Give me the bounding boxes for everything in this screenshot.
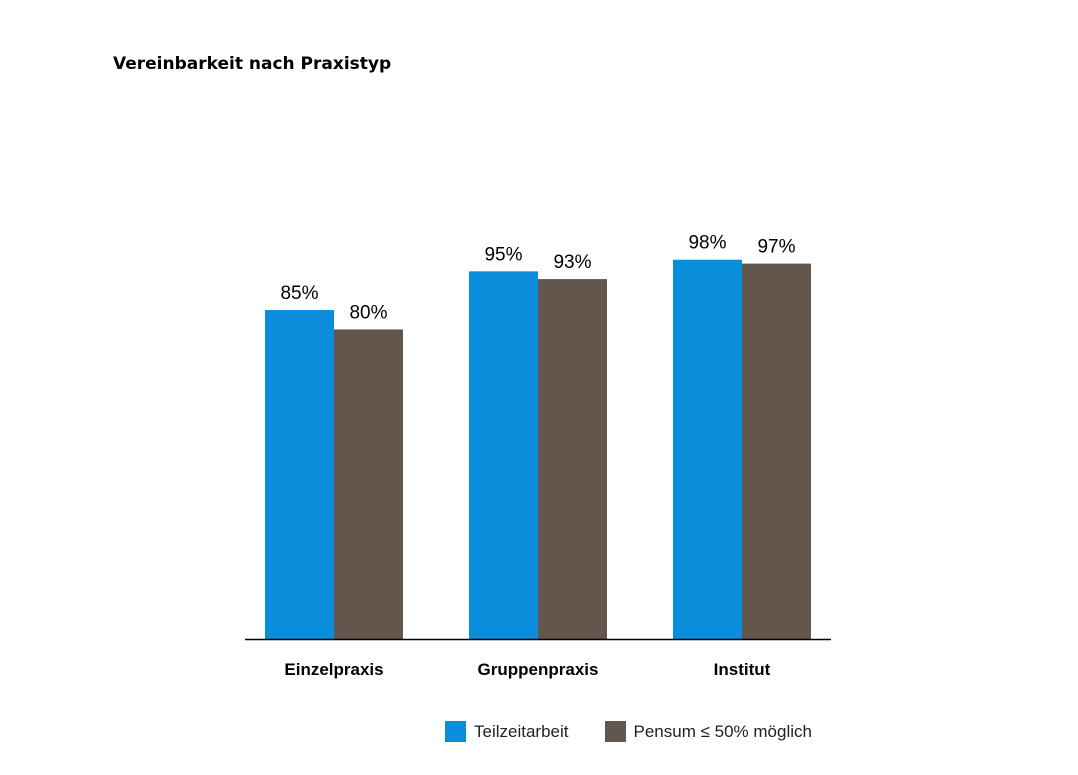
value-label-einzelpraxis-series-0: 85% <box>280 283 318 304</box>
legend-swatch-pensum <box>604 721 626 742</box>
legend-item-pensum: Pensum ≤ 50% möglich <box>604 721 812 742</box>
chart-title: Vereinbarkeit nach Praxistyp <box>113 54 392 74</box>
bar-institut-series-1 <box>742 263 811 639</box>
legend: Teilzeitarbeit Pensum ≤ 50% möglich <box>445 721 848 742</box>
category-label-gruppenpraxis: Gruppenpraxis <box>478 660 599 679</box>
bars-layer <box>265 259 811 639</box>
bar-einzelpraxis-series-0 <box>265 310 334 639</box>
value-label-einzelpraxis-series-1: 80% <box>349 302 387 323</box>
value-label-institut-series-1: 97% <box>757 237 795 258</box>
category-label-institut: Institut <box>714 660 771 679</box>
bar-einzelpraxis-series-1 <box>334 329 403 639</box>
value-labels-layer: 85% 80% 95% 93% 98% 97% <box>280 233 795 324</box>
bar-institut-series-0 <box>673 259 742 639</box>
legend-swatch-teilzeitarbeit <box>445 721 466 742</box>
category-labels-layer: Einzelpraxis Gruppenpraxis Institut <box>284 660 770 679</box>
category-label-einzelpraxis: Einzelpraxis <box>284 660 383 679</box>
bar-gruppenpraxis-series-0 <box>469 271 538 639</box>
legend-label-pensum: Pensum ≤ 50% möglich <box>633 721 812 741</box>
legend-item-teilzeitarbeit: Teilzeitarbeit <box>445 721 569 742</box>
legend-label-teilzeitarbeit: Teilzeitarbeit <box>474 721 569 741</box>
bar-gruppenpraxis-series-1 <box>538 279 607 639</box>
value-label-gruppenpraxis-series-1: 93% <box>553 252 591 273</box>
value-label-institut-series-0: 98% <box>688 233 726 254</box>
value-label-gruppenpraxis-series-0: 95% <box>484 244 522 265</box>
